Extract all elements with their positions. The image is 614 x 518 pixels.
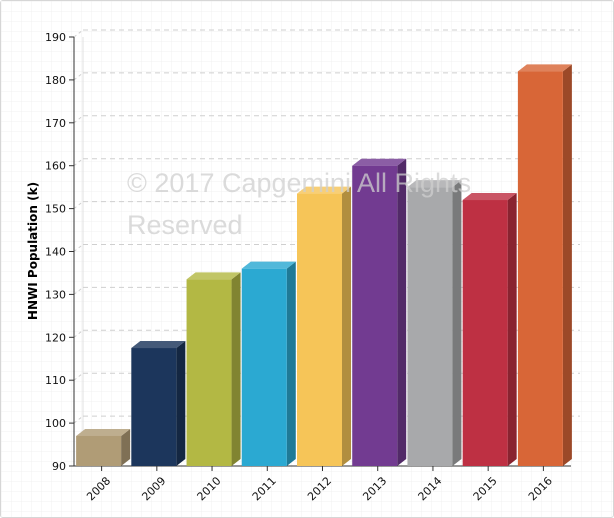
y-tick-label: 150 bbox=[45, 203, 66, 216]
bar-2015 bbox=[462, 193, 517, 466]
bar-side bbox=[121, 428, 131, 466]
y-tick-label: 100 bbox=[45, 417, 66, 430]
bar-top bbox=[462, 193, 517, 201]
bar-top bbox=[131, 341, 186, 349]
y-tick-label: 120 bbox=[45, 331, 66, 344]
bar-2009 bbox=[131, 341, 186, 466]
bar-side bbox=[397, 158, 407, 466]
grid-line-depth bbox=[73, 415, 84, 424]
watermark-line-1: © 2017 Capgemini All Rights bbox=[127, 168, 471, 198]
grid-line-depth bbox=[73, 158, 84, 167]
bar-2016 bbox=[517, 64, 572, 466]
bar-top bbox=[76, 428, 131, 436]
bar-front bbox=[241, 268, 287, 466]
bar-front bbox=[407, 187, 453, 466]
bar-side bbox=[507, 193, 517, 466]
bar-top bbox=[241, 261, 296, 269]
bar-2014 bbox=[407, 180, 462, 466]
bar-2010 bbox=[186, 272, 241, 466]
bar-top bbox=[517, 64, 572, 72]
watermark-line-2: Reserved bbox=[127, 210, 243, 240]
bar-side bbox=[231, 272, 241, 466]
y-tick-label: 190 bbox=[45, 31, 66, 44]
y-axis-label: HNWI Population (k) bbox=[26, 182, 40, 320]
bar-2008 bbox=[76, 428, 131, 466]
y-tick-label: 160 bbox=[45, 160, 66, 173]
y-tick-label: 180 bbox=[45, 74, 66, 87]
bar-side bbox=[342, 186, 351, 466]
bar-side bbox=[176, 341, 186, 466]
bar-2012 bbox=[297, 186, 351, 466]
grid-line-depth bbox=[73, 201, 84, 209]
bar-front bbox=[352, 165, 398, 466]
grid-line-depth bbox=[73, 287, 84, 295]
bar-top bbox=[352, 158, 407, 166]
bar-top bbox=[297, 186, 351, 194]
bar-side bbox=[452, 180, 462, 466]
bar-2011 bbox=[241, 261, 296, 466]
bar-top bbox=[186, 272, 241, 280]
bar-front bbox=[297, 193, 342, 466]
y-tick-label: 110 bbox=[45, 374, 66, 387]
bars bbox=[76, 64, 572, 466]
grid-line-depth bbox=[73, 115, 84, 124]
grid-line-depth bbox=[73, 72, 84, 81]
y-tick-label: 140 bbox=[45, 246, 66, 259]
bar-2013 bbox=[352, 158, 407, 466]
grid-line-depth bbox=[73, 372, 84, 381]
bar-front bbox=[131, 348, 177, 466]
grid-line-depth bbox=[73, 244, 84, 252]
y-tick-label: 130 bbox=[45, 288, 66, 301]
grid-line-depth bbox=[73, 29, 84, 38]
bar-front bbox=[186, 279, 232, 466]
bar-side bbox=[562, 64, 572, 466]
bar-front bbox=[76, 435, 122, 466]
watermark: © 2017 Capgemini All Rights Reserved bbox=[127, 168, 471, 240]
bar-top bbox=[407, 180, 462, 188]
bar-front bbox=[462, 200, 508, 466]
y-tick-label: 90 bbox=[52, 460, 66, 473]
grid-line-depth bbox=[73, 329, 84, 338]
bar-front bbox=[517, 71, 563, 466]
y-tick-label: 170 bbox=[45, 117, 66, 130]
bar-side bbox=[286, 261, 296, 466]
